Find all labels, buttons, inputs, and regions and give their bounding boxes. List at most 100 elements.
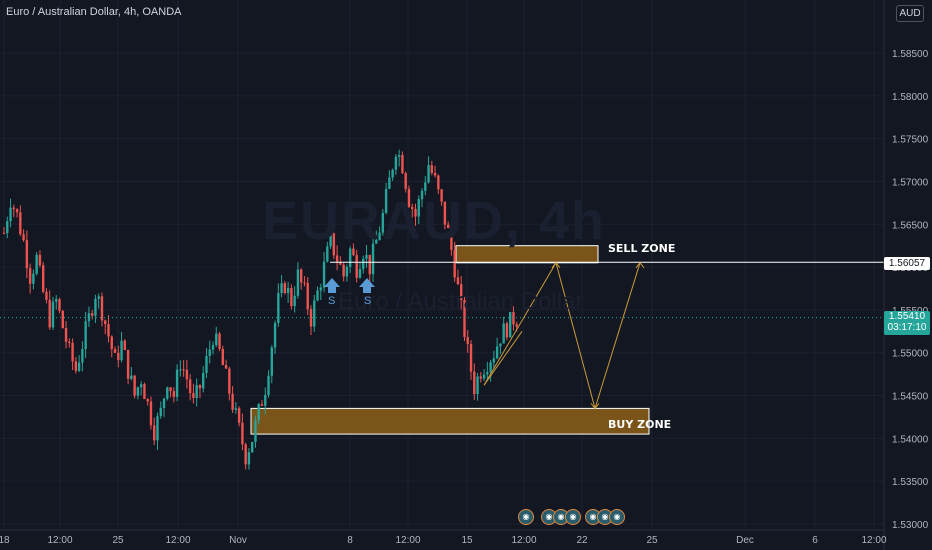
candle-body [51,301,55,328]
candle-body [309,309,313,327]
candle-body [221,348,225,365]
event-group[interactable]: ◉ ◉ ◉ [585,509,625,525]
candle-body [469,344,473,372]
x-tick-label: 25 [112,535,124,546]
event-icon[interactable]: ◉ [518,509,534,525]
candle-body [195,385,198,398]
candle-body [205,355,208,373]
candle-body [198,385,202,389]
candle-body [202,372,205,389]
candle-body [355,255,358,278]
candle-body [335,255,339,262]
candle-body [453,250,456,278]
countdown-timer: 03:17:10 [887,322,927,333]
candle-body [6,221,9,234]
candle-body [378,232,381,240]
candle-body [299,269,303,283]
candle-body [228,368,231,394]
candles [2,149,518,470]
candle-body [41,265,45,292]
event-icon[interactable]: ◉ [609,509,625,525]
x-tick-label: 15 [461,535,473,546]
candle-body [244,444,247,465]
candle-body [28,268,32,284]
candle-body [502,323,505,344]
candle-body [126,349,130,379]
candle-body [110,336,113,350]
candle-body [215,333,218,346]
projection-arrowhead [551,262,561,269]
candle-body [153,425,156,441]
candle-body [136,387,140,396]
candle-body [368,254,371,275]
candle-body [81,349,84,363]
candle-body [218,333,221,349]
candle-body [273,322,277,348]
y-tick-label: 1.53500 [892,477,929,488]
candle-body [120,340,123,361]
candle-body [381,212,385,233]
y-tick-label: 1.55000 [892,349,929,360]
candle-body [185,369,189,380]
s-marker-label: S [328,295,336,307]
projection-arrowhead [635,262,645,269]
grid-lines [0,0,884,530]
candle-body [117,352,120,361]
event-icon[interactable]: ◉ [565,509,581,525]
candle-body [123,340,127,350]
sell-zone-label: SELL ZONE [608,242,676,255]
candle-body [407,189,411,207]
event-group[interactable]: ◉ ◉ ◉ [541,509,581,525]
buy-zone-label: BUY ZONE [608,418,672,431]
candle-body [267,375,270,395]
projection-arrowhead [590,403,600,410]
candle-body [231,393,234,410]
candle-body [489,362,492,372]
s-marker-label: S [364,295,372,307]
y-axis[interactable]: 1.58500 1.58000 1.57500 1.57000 1.56500 1.560… [883,0,929,550]
candle-body [35,254,38,274]
candle-body [156,416,159,441]
candle-body [2,232,6,234]
candle-body [411,206,414,210]
candle-body [303,282,306,284]
x-tick-label: 8 [347,535,353,546]
currency-badge[interactable]: AUD [896,5,924,22]
candle-body [290,287,293,307]
candle-body [208,349,211,356]
x-axis[interactable]: 18 12:00 25 12:00 Nov 8 12:00 15 12:00 22 25 Dec 6 12… [0,529,887,546]
candle-body [55,299,58,302]
candle-body [25,240,29,269]
candle-body [211,345,215,350]
candle-body [329,233,332,247]
x-tick-label: 12:00 [861,535,886,546]
candle-body [280,283,283,294]
event-group[interactable]: ◉ [518,509,534,525]
candle-body [107,324,110,337]
candle-body [420,190,424,200]
candle-body [61,310,64,329]
up-arrow-icon [324,278,340,293]
candle-body [19,212,22,235]
x-tick-label: 12:00 [165,535,190,546]
candle-body [319,287,322,291]
candle-body [495,346,499,359]
x-tick-label: 12:00 [395,535,420,546]
candle-body [482,374,486,379]
candle-body [348,248,352,267]
candle-body [175,369,179,397]
candle-body [64,328,68,342]
candle-body [401,155,404,174]
candle-body [9,207,12,222]
candle-body [326,246,329,262]
candle-body [251,441,254,453]
sell-zone-box [455,245,599,264]
candle-body [257,404,260,421]
x-tick-label: 22 [576,535,588,546]
overlays [0,261,884,411]
symbol-title[interactable]: Euro / Australian Dollar, 4h, OANDA [6,6,182,18]
candle-body [391,169,394,178]
projection-path [483,261,641,411]
candle-body [388,177,391,189]
